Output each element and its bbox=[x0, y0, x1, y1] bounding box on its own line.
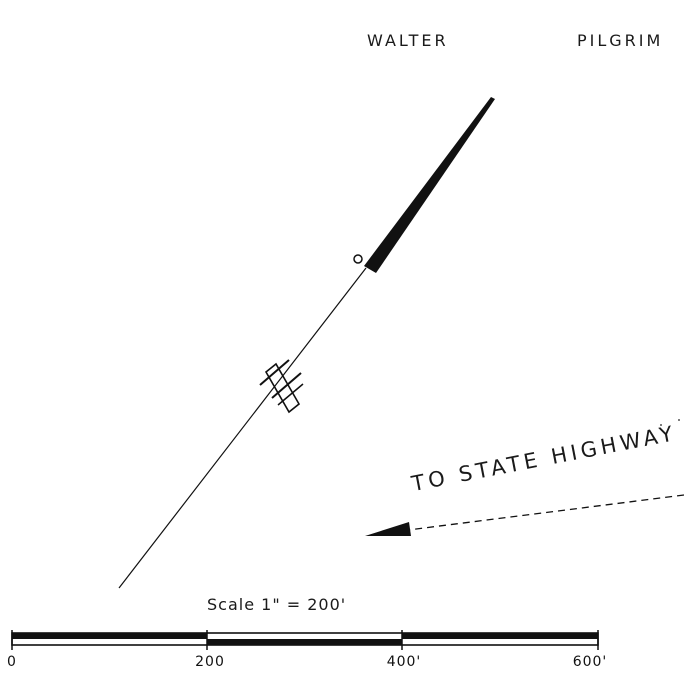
boundary-marker bbox=[353, 254, 363, 264]
owner-label-first: WALTER bbox=[367, 31, 449, 50]
scale-tick-label: 400' bbox=[386, 654, 422, 670]
scale-tick-label: 0 bbox=[7, 654, 17, 670]
scale-tick-label: 600' bbox=[572, 654, 608, 670]
owner-label-last: PILGRIM bbox=[577, 31, 664, 50]
map-dot bbox=[678, 419, 680, 421]
scale-segment-400-600-top bbox=[402, 633, 598, 639]
scale-segment-0-200-top bbox=[12, 633, 207, 639]
tapered-boundary-line bbox=[364, 97, 495, 273]
scale-bar bbox=[11, 630, 599, 650]
property-line bbox=[118, 267, 367, 589]
scale-segment-200-400-bottom bbox=[207, 639, 402, 645]
scale-tick-label: 200 bbox=[195, 654, 225, 670]
map-dot bbox=[660, 424, 662, 426]
scale-title: Scale 1" = 200' bbox=[207, 595, 347, 614]
crossing-symbol bbox=[259, 359, 304, 414]
highway-leader-line bbox=[407, 494, 684, 531]
highway-arrowhead bbox=[365, 522, 411, 536]
